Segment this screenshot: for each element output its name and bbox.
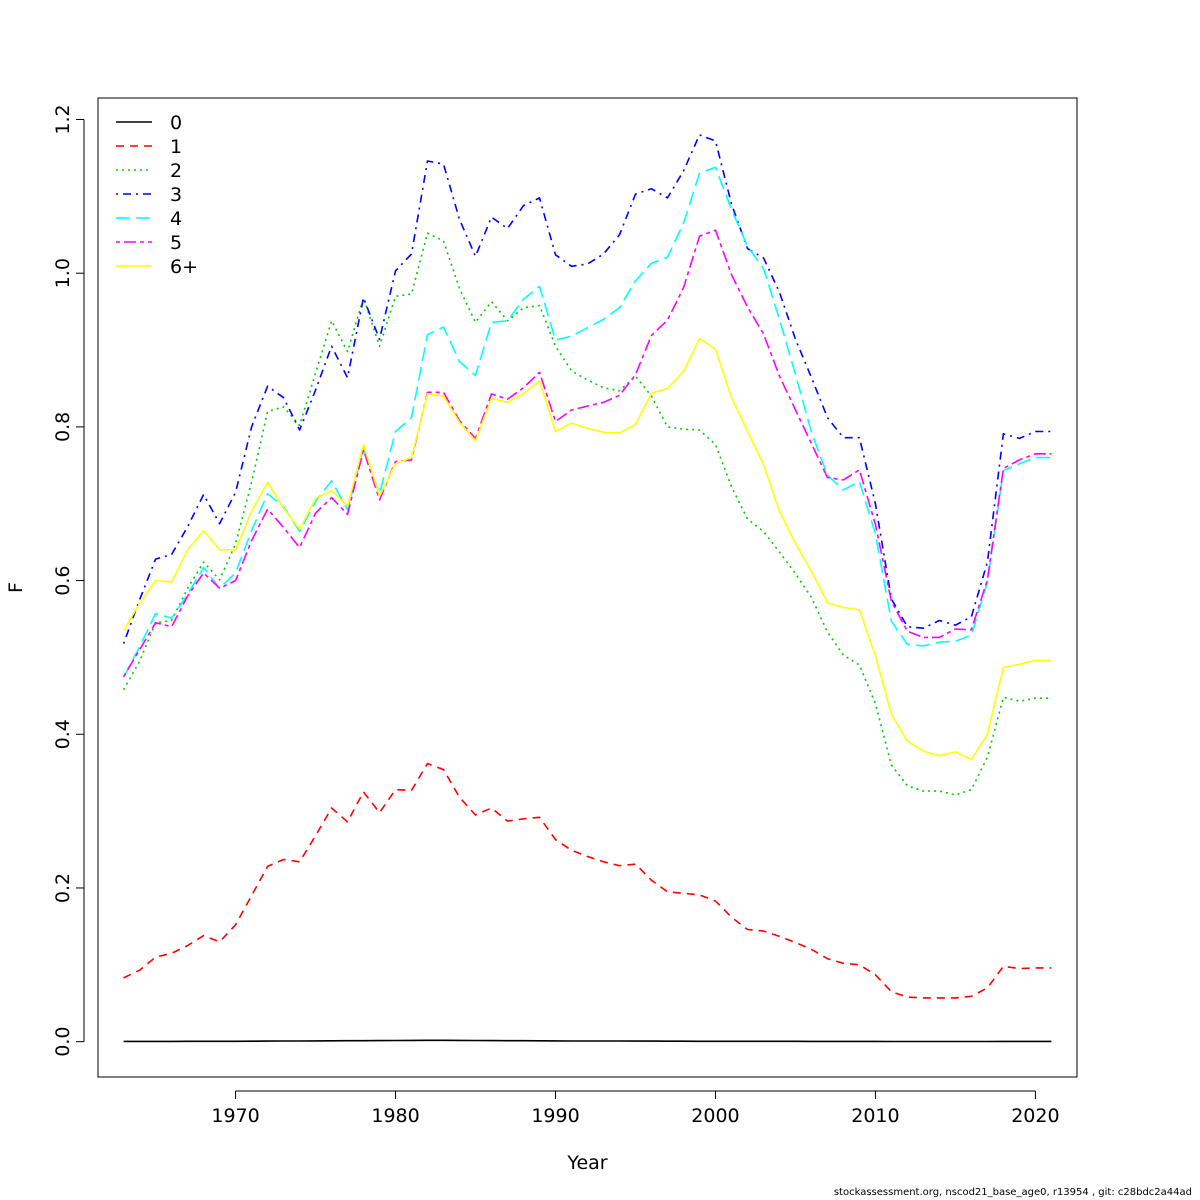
x-tick-label-4: 2010	[851, 1105, 899, 1127]
series-line-1	[123, 762, 1052, 999]
x-tick-label-5: 2020	[1011, 1105, 1059, 1127]
series-line-5	[122, 229, 1052, 678]
x-tick-label-0: 1970	[211, 1105, 259, 1127]
series-line-4	[122, 166, 1052, 678]
x-tick-label-2: 1990	[531, 1105, 579, 1127]
legend-label-2: 2	[170, 160, 182, 182]
series-line-2	[122, 232, 1052, 796]
legend-label-1: 1	[170, 136, 182, 158]
y-tick-label-4: 0.8	[52, 412, 74, 442]
y-tick-label-5: 1.0	[52, 258, 74, 288]
series-line-0	[123, 1039, 1052, 1043]
series-line-3	[122, 134, 1052, 644]
x-axis: 1970 1980 1990 2000 2010 2020	[211, 1090, 1060, 1127]
y-tick-label-3: 0.6	[52, 565, 74, 595]
y-tick-label-1: 0.2	[52, 873, 74, 903]
legend-label-3: 3	[170, 184, 182, 206]
y-axis: 0.0 0.2 0.4 0.6 0.8 1.0 1.2	[52, 104, 85, 1057]
footer-credit: stockassessment.org, nscod21_base_age0, …	[833, 1187, 1192, 1198]
y-tick-label-6: 1.2	[52, 104, 74, 134]
series-layer	[122, 134, 1052, 1043]
legend-label-6: 6+	[170, 256, 198, 278]
legend-label-0: 0	[170, 112, 182, 134]
legend-label-4: 4	[170, 208, 182, 230]
series-line-6	[122, 337, 1052, 761]
x-tick-label-3: 2000	[691, 1105, 739, 1127]
x-axis-title: Year	[566, 1152, 607, 1174]
y-axis-title: F	[5, 582, 27, 593]
plot-frame	[97, 97, 1078, 1078]
legend-label-5: 5	[170, 232, 182, 254]
y-tick-label-0: 0.0	[52, 1027, 74, 1057]
x-tick-label-1: 1980	[371, 1105, 419, 1127]
y-tick-label-2: 0.4	[52, 719, 74, 749]
